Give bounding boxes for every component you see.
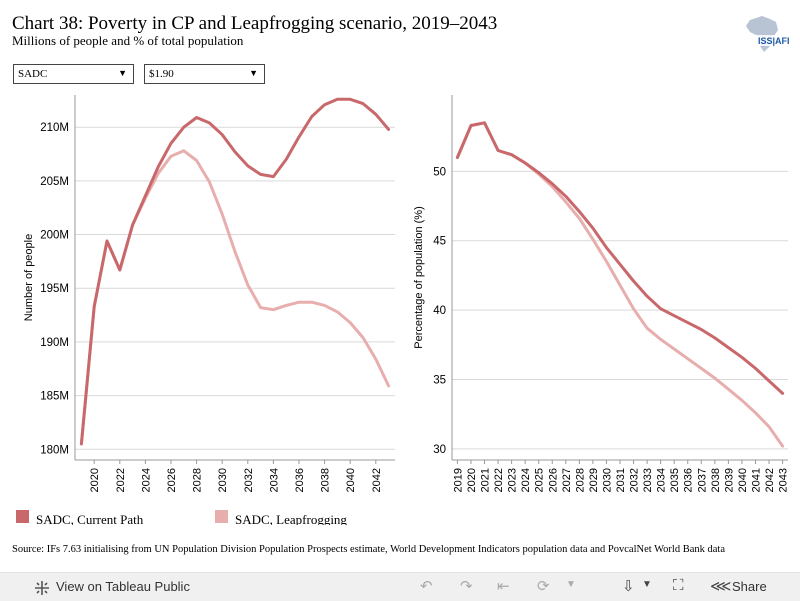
chevron-down-icon: ▼ bbox=[249, 68, 258, 78]
x-tick-label: 2039 bbox=[723, 468, 735, 492]
x-tick-label: 2034 bbox=[656, 468, 668, 492]
series-line-current-path bbox=[455, 121, 785, 395]
x-tick-label: 2036 bbox=[294, 468, 306, 492]
legend-item-current-path[interactable]: SADC, Current Path bbox=[16, 508, 186, 525]
y-tick-label: 195M bbox=[40, 283, 69, 295]
share-button[interactable]: Share bbox=[732, 579, 767, 594]
chart-subtitle: Millions of people and % of total popula… bbox=[12, 33, 244, 48]
y-tick-label: 185M bbox=[40, 391, 69, 403]
x-tick-label: 2033 bbox=[642, 468, 654, 492]
x-tick-label: 2043 bbox=[778, 468, 790, 492]
x-tick-label: 2042 bbox=[371, 468, 383, 492]
poverty-line-dropdown[interactable]: $1.90 ▼ bbox=[144, 64, 265, 84]
chevron-down-icon[interactable]: ▼ bbox=[642, 579, 652, 590]
x-tick-label: 2029 bbox=[588, 468, 600, 492]
refresh-icon[interactable]: ⟳ bbox=[537, 578, 550, 595]
chevron-down-icon: ▼ bbox=[118, 68, 127, 78]
view-on-tableau-link[interactable]: View on Tableau Public bbox=[56, 579, 190, 594]
y-tick-label: 190M bbox=[40, 337, 69, 349]
y-tick-label: 205M bbox=[40, 176, 69, 188]
tableau-logo-icon bbox=[35, 581, 49, 595]
chart-people: 180M 185M 190M 195M 200M 205M 210M 2020 2022 2024… bbox=[23, 95, 395, 492]
x-tick-label: 2040 bbox=[737, 468, 749, 492]
x-tick-label: 2026 bbox=[547, 468, 559, 492]
y-tick-label: 30 bbox=[433, 444, 446, 456]
series-line-current-path bbox=[79, 97, 391, 446]
x-tick-label: 2019 bbox=[452, 468, 464, 492]
x-tick-label: 2027 bbox=[561, 468, 573, 492]
x-tick-label: 2038 bbox=[320, 468, 332, 492]
x-tick-label: 2024 bbox=[140, 468, 152, 492]
x-tick-label: 2034 bbox=[268, 468, 280, 492]
x-tick-label: 2035 bbox=[669, 468, 681, 492]
x-tick-label: 2021 bbox=[480, 468, 492, 492]
undo-icon[interactable]: ↶ bbox=[420, 578, 433, 595]
x-tick-label: 2028 bbox=[192, 468, 204, 492]
x-tick-label: 2030 bbox=[601, 468, 613, 492]
x-tick-label: 2036 bbox=[683, 468, 695, 492]
x-tick-label: 2032 bbox=[629, 468, 641, 492]
x-tick-label: 2037 bbox=[696, 468, 708, 492]
x-tick-label: 2022 bbox=[115, 468, 127, 492]
chart-title: Chart 38: Poverty in CP and Leapfrogging… bbox=[12, 13, 498, 34]
x-tick-label: 2028 bbox=[574, 468, 586, 492]
x-tick-label: 2022 bbox=[493, 468, 505, 492]
x-tick-label: 2026 bbox=[166, 468, 178, 492]
iss-afi-logo: ISS|AFI bbox=[746, 16, 790, 52]
region-dropdown[interactable]: SADC ▼ bbox=[13, 64, 134, 84]
logo-text: ISS|AFI bbox=[758, 36, 790, 46]
region-dropdown-value: SADC bbox=[18, 68, 48, 80]
x-tick-label: 2042 bbox=[764, 468, 776, 492]
y-tick-label: 40 bbox=[433, 305, 446, 317]
y-tick-label: 50 bbox=[433, 166, 446, 178]
tableau-toolbar: View on Tableau Public ↶ ↷ ⇤ ⟳ ▼ ⇩ ▼ ⛶ ⋘… bbox=[0, 572, 800, 601]
x-tick-label: 2030 bbox=[217, 468, 229, 492]
y-axis-label: Number of people bbox=[23, 234, 35, 321]
fullscreen-icon[interactable]: ⛶ bbox=[673, 577, 684, 594]
chevron-down-icon[interactable]: ▼ bbox=[566, 579, 576, 590]
legend-label: SADC, Current Path bbox=[36, 512, 144, 525]
x-tick-label: 2031 bbox=[615, 468, 627, 492]
share-icon[interactable]: ⋘ bbox=[710, 578, 732, 595]
x-tick-label: 2024 bbox=[520, 468, 532, 492]
y-tick-label: 35 bbox=[433, 375, 446, 387]
y-tick-label: 200M bbox=[40, 230, 69, 242]
x-tick-label: 2023 bbox=[507, 468, 519, 492]
y-axis-label: Percentage of population (%) bbox=[413, 206, 425, 348]
x-tick-label: 2038 bbox=[710, 468, 722, 492]
y-tick-label: 210M bbox=[40, 122, 69, 134]
x-tick-label: 2040 bbox=[345, 468, 357, 492]
y-tick-label: 45 bbox=[433, 236, 446, 248]
redo-icon[interactable]: ↷ bbox=[460, 578, 473, 595]
x-tick-label: 2025 bbox=[534, 468, 546, 492]
x-tick-label: 2041 bbox=[750, 468, 762, 492]
source-note: Source: IFs 7.63 initialising from UN Po… bbox=[12, 544, 725, 555]
y-tick-label: 180M bbox=[40, 444, 69, 456]
legend-label: SADC, Leapfrogging bbox=[235, 512, 347, 525]
x-tick-label: 2020 bbox=[89, 468, 101, 492]
revert-icon[interactable]: ⇤ bbox=[497, 578, 510, 595]
legend-item-leapfrogging[interactable]: SADC, Leapfrogging bbox=[215, 508, 385, 525]
x-tick-label: 2032 bbox=[243, 468, 255, 492]
legend-swatch-leapfrogging bbox=[215, 510, 228, 523]
legend-swatch-current-path bbox=[16, 510, 29, 523]
poverty-line-dropdown-value: $1.90 bbox=[149, 68, 174, 80]
download-icon[interactable]: ⇩ bbox=[622, 578, 635, 595]
x-tick-label: 2020 bbox=[466, 468, 478, 492]
series-line-leapfrogging bbox=[79, 149, 391, 446]
